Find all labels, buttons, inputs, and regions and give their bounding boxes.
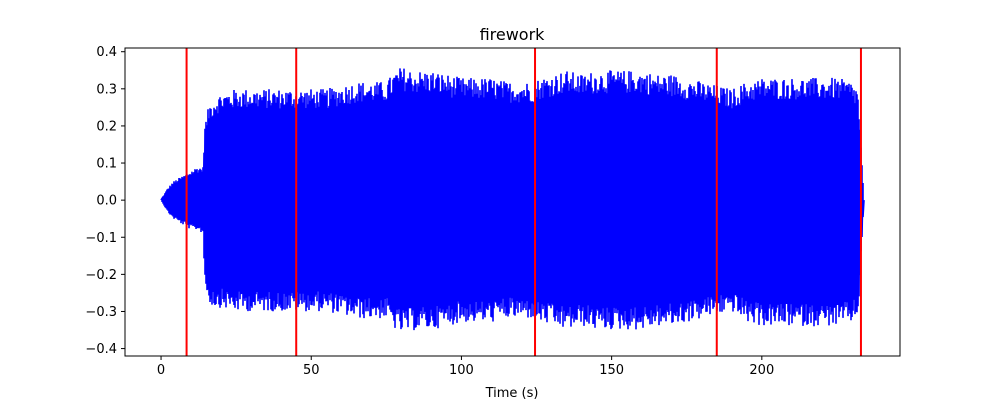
waveform-series-0	[160, 68, 865, 331]
x-tick-label: 0	[157, 363, 165, 378]
chart-title: firework	[480, 25, 546, 44]
y-tick-label: 0.3	[96, 82, 117, 97]
y-tick-label: −0.3	[85, 305, 117, 320]
x-tick-label: 200	[749, 363, 774, 378]
plot-area	[124, 47, 901, 357]
axes-frame	[124, 47, 901, 357]
y-tick-label: 0.4	[96, 45, 117, 60]
x-tick-label: 50	[303, 363, 320, 378]
x-axis: 0 50 100 150 200	[157, 356, 774, 378]
y-axis: −0.4 −0.3 −0.2 −0.1 0.0 0.1 0.2 0.3 0.4	[85, 45, 125, 357]
y-tick-label: 0.1	[96, 157, 117, 172]
x-tick-label: 100	[449, 363, 474, 378]
y-tick-label: 0.2	[96, 119, 117, 134]
y-tick-label: 0.0	[96, 194, 117, 209]
y-tick-label: −0.1	[85, 231, 117, 246]
y-tick-label: −0.2	[85, 268, 117, 283]
x-tick-label: 150	[599, 363, 624, 378]
x-axis-label: Time (s)	[485, 386, 539, 400]
y-tick-label: −0.4	[85, 342, 117, 357]
